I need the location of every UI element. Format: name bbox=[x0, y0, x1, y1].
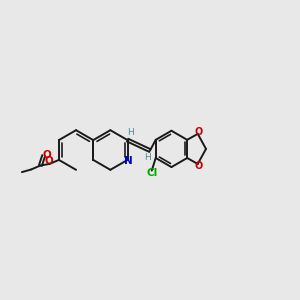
Text: O: O bbox=[45, 156, 53, 166]
Text: Cl: Cl bbox=[146, 168, 158, 178]
Text: N: N bbox=[124, 156, 133, 166]
Text: H: H bbox=[127, 128, 134, 137]
Text: O: O bbox=[43, 150, 51, 160]
Text: O: O bbox=[194, 127, 202, 137]
Text: O: O bbox=[194, 161, 202, 171]
Text: H: H bbox=[144, 153, 151, 162]
